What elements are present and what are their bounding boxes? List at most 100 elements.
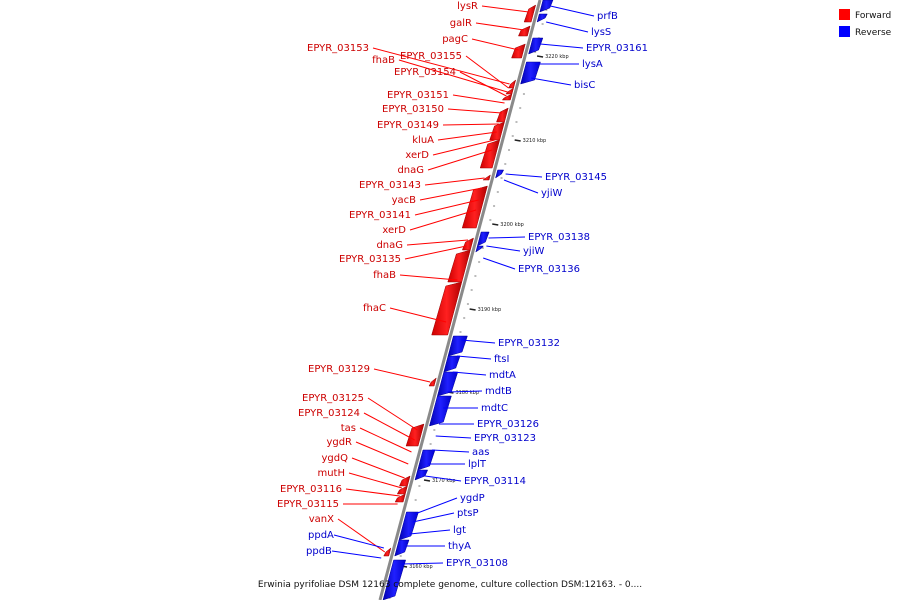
forward-label-connector — [359, 427, 412, 453]
forward-gene — [511, 43, 526, 59]
forward-gene — [523, 4, 537, 23]
forward-label-connector — [419, 187, 482, 201]
reverse-gene-label: aas — [472, 447, 489, 458]
forward-label-connector — [432, 139, 495, 156]
forward-gene — [479, 139, 501, 169]
forward-gene-label: EPYR_03124 — [298, 408, 360, 419]
reverse-label-connector — [505, 173, 543, 178]
reverse-label-connector — [452, 371, 487, 376]
forward-gene — [394, 493, 406, 503]
forward-gene-label: ygdR — [326, 437, 352, 448]
forward-gene-label: EPYR_03151 — [387, 90, 449, 101]
reverse-gene — [394, 539, 410, 557]
reverse-gene-label: ygdP — [460, 493, 485, 504]
forward-gene — [428, 377, 437, 387]
reverse-label-connector — [333, 534, 384, 549]
reverse-gene-label: EPYR_03138 — [528, 232, 590, 243]
forward-label-connector — [373, 368, 431, 383]
reverse-gene-label: ftsI — [494, 354, 509, 365]
reverse-gene-label: EPYR_03126 — [477, 419, 539, 430]
tick-label: 3160 kbp — [409, 564, 433, 570]
forward-gene — [431, 281, 463, 336]
tick-mark — [423, 479, 431, 482]
reverse-gene — [520, 61, 541, 85]
label-connectors — [331, 5, 595, 565]
forward-gene-label: EPYR_03149 — [377, 120, 439, 131]
reverse-label-connector — [531, 77, 572, 86]
reverse-gene — [382, 559, 407, 600]
forward-gene — [399, 475, 411, 487]
forward-gene-label: EPYR_03129 — [308, 364, 370, 375]
forward-gene-label: mutH — [317, 468, 345, 479]
forward-gene-label: dnaG — [376, 240, 403, 251]
reverse-gene-label: EPYR_03114 — [464, 476, 526, 487]
reverse-label-connector — [488, 236, 526, 239]
forward-gene — [505, 87, 514, 95]
forward-label-connector — [406, 239, 469, 246]
legend-forward-label: Forward — [855, 11, 891, 21]
forward-label-connector — [355, 441, 409, 465]
reverse-label-connector — [424, 475, 462, 482]
legend-reverse-swatch — [839, 26, 850, 37]
reverse-gene-label: ppdA — [308, 530, 334, 541]
forward-gene-label: pagC — [442, 34, 468, 45]
tick-label: 3210 kbp — [523, 138, 547, 144]
reverse-gene-label: lysA — [582, 59, 603, 70]
forward-label-connector — [481, 5, 529, 13]
reverse-gene-label: EPYR_03123 — [474, 433, 536, 444]
forward-gene-label: EPYR_03115 — [277, 499, 339, 510]
forward-gene-label: EPYR_03135 — [339, 254, 401, 265]
forward-gene-labels: lysRgalRpagCEPYR_03153EPYR_03155fhaBEPYR… — [277, 1, 478, 525]
forward-label-connector — [363, 412, 415, 441]
reverse-gene-label: mdtC — [481, 403, 508, 414]
reverse-label-connector — [486, 245, 521, 252]
forward-gene — [501, 93, 513, 101]
reverse-label-connector — [401, 562, 444, 565]
forward-gene — [461, 185, 488, 229]
gene-features — [382, 0, 554, 600]
reverse-label-connector — [457, 355, 492, 360]
tick-label: 3190 kbp — [478, 307, 502, 313]
forward-gene-label: EPYR_03154 — [394, 67, 456, 78]
forward-label-connector — [348, 472, 403, 489]
reverse-gene — [539, 0, 554, 13]
forward-gene-label: EPYR_03153 — [307, 43, 369, 54]
reverse-gene-label: EPYR_03108 — [446, 558, 508, 569]
tick-mark — [536, 55, 544, 58]
forward-label-connector — [424, 177, 485, 186]
reverse-gene-label: prfB — [597, 11, 618, 22]
legend-forward-swatch — [839, 9, 850, 20]
forward-label-connector — [351, 457, 405, 479]
forward-gene-label: dnaG — [397, 165, 424, 176]
forward-label-connector — [437, 131, 497, 141]
forward-label-connector — [459, 71, 507, 97]
reverse-gene-label: yjiW — [523, 246, 544, 257]
legend: Forward Reverse — [839, 9, 892, 38]
reverse-gene-label: ptsP — [457, 508, 479, 519]
forward-gene-label: EPYR_03125 — [302, 393, 364, 404]
forward-gene-label: EPYR_03150 — [382, 104, 444, 115]
tick-label: 3200 kbp — [500, 222, 524, 228]
forward-label-connector — [427, 149, 493, 171]
reverse-gene — [417, 449, 436, 471]
forward-gene — [405, 423, 425, 447]
forward-gene-label: xerD — [382, 225, 406, 236]
forward-gene-label: xerD — [405, 150, 429, 161]
reverse-gene-label: lysS — [591, 27, 611, 38]
reverse-gene — [495, 169, 505, 179]
reverse-gene-label: lplT — [468, 459, 487, 470]
reverse-gene — [447, 335, 468, 357]
reverse-gene-label: ppdB — [306, 546, 332, 557]
forward-gene-label: kluA — [412, 135, 434, 146]
forward-label-connector — [465, 55, 509, 89]
reverse-label-connector — [461, 339, 496, 344]
forward-gene-label: ygdQ — [322, 453, 349, 464]
reverse-gene — [528, 37, 544, 55]
legend-reverse-label: Reverse — [855, 28, 892, 38]
reverse-gene-label: EPYR_03145 — [545, 172, 607, 183]
reverse-label-connector — [414, 497, 458, 515]
tick-mark — [492, 223, 499, 226]
forward-gene-label: galR — [450, 18, 472, 29]
